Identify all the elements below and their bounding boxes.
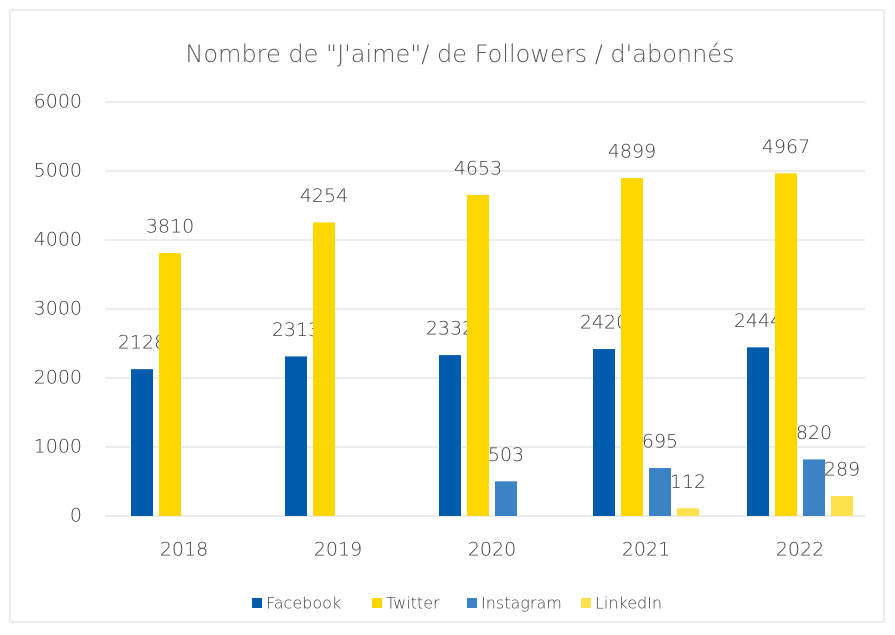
data-label: 4899 bbox=[608, 140, 656, 162]
bar bbox=[775, 173, 797, 517]
legend-label: LinkedIn bbox=[595, 594, 662, 613]
bar bbox=[285, 356, 307, 516]
x-tick-label: 2018 bbox=[160, 539, 208, 561]
data-label: 820 bbox=[796, 422, 832, 444]
legend-swatch bbox=[252, 598, 262, 608]
y-tick-label: 2000 bbox=[34, 367, 82, 389]
data-label: 695 bbox=[642, 431, 678, 453]
data-label: 3810 bbox=[146, 216, 194, 238]
data-label: 4967 bbox=[762, 136, 810, 158]
legend-label: Instagram bbox=[481, 594, 562, 613]
bar bbox=[621, 177, 643, 516]
legend-label: Twitter bbox=[386, 594, 440, 613]
data-label: 112 bbox=[670, 471, 706, 493]
y-tick-label: 4000 bbox=[34, 229, 82, 251]
bar bbox=[467, 194, 489, 516]
bar bbox=[313, 222, 335, 516]
legend-label: Facebook bbox=[266, 594, 341, 613]
legend-swatch bbox=[581, 598, 591, 608]
data-label: 289 bbox=[824, 459, 860, 481]
chart-title: Nombre de "J'aime"/ de Followers / d'abo… bbox=[185, 40, 734, 68]
data-label: 4653 bbox=[454, 157, 502, 179]
x-tick-label: 2022 bbox=[776, 539, 824, 561]
bar bbox=[803, 459, 825, 516]
data-label: 2128 bbox=[118, 332, 166, 354]
bar bbox=[439, 355, 461, 516]
data-label: 2444 bbox=[734, 310, 782, 332]
data-label: 2420 bbox=[580, 312, 628, 334]
bar bbox=[593, 349, 615, 516]
bar bbox=[747, 347, 769, 516]
y-tick-label: 6000 bbox=[34, 91, 82, 113]
bar bbox=[131, 369, 153, 516]
y-tick-label: 1000 bbox=[34, 436, 82, 458]
bar bbox=[649, 468, 671, 516]
chart-border bbox=[9, 9, 885, 623]
legend-swatch bbox=[372, 598, 382, 608]
x-tick-label: 2019 bbox=[314, 539, 362, 561]
bar bbox=[677, 508, 699, 516]
legend-swatch bbox=[467, 598, 477, 608]
bar bbox=[159, 253, 181, 517]
data-label: 2332 bbox=[426, 318, 474, 340]
data-label: 2313 bbox=[272, 319, 320, 341]
y-tick-label: 5000 bbox=[34, 160, 82, 182]
x-tick-label: 2020 bbox=[468, 539, 516, 561]
data-label: 4254 bbox=[300, 185, 348, 207]
bar bbox=[495, 481, 517, 516]
y-tick-label: 0 bbox=[70, 505, 82, 527]
data-label: 503 bbox=[488, 444, 524, 466]
bar bbox=[831, 496, 853, 516]
y-tick-label: 3000 bbox=[34, 298, 82, 320]
x-tick-label: 2021 bbox=[622, 539, 670, 561]
